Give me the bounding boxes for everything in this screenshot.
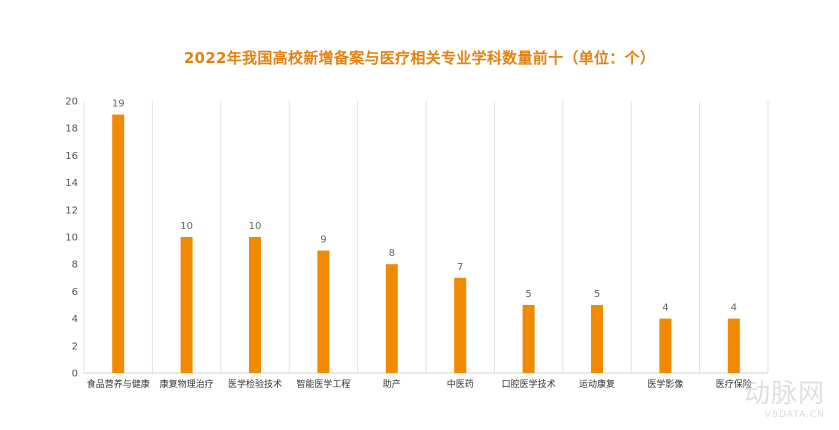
x-tick-label: 口腔医学技术: [502, 378, 556, 390]
bar: [112, 114, 125, 373]
data-label: 7: [457, 262, 463, 273]
bar: [591, 305, 603, 373]
watermark-subtext: VBDATA.CN: [764, 410, 825, 420]
x-tick-label: 医学检验技术: [228, 378, 282, 390]
data-label: 10: [180, 221, 193, 232]
y-tick-label: 4: [72, 314, 78, 325]
data-label: 9: [320, 235, 326, 246]
x-tick-label: 医疗保险: [716, 378, 752, 390]
bar: [522, 305, 535, 373]
x-tick-label: 康复物理治疗: [160, 378, 214, 390]
data-label: 19: [112, 99, 125, 110]
bar: [454, 277, 467, 373]
x-tick-label: 运动康复: [579, 378, 615, 390]
bar: [249, 237, 261, 373]
x-tick-label: 智能医学工程: [296, 378, 350, 390]
bar: [180, 237, 193, 373]
data-label: 4: [731, 303, 737, 314]
x-tick-label: 食品营养与健康: [87, 378, 150, 390]
watermark-logo: 动脉网 VBDATA.CN: [744, 373, 825, 420]
data-label: 8: [389, 248, 395, 259]
watermark-text: 动脉网: [743, 379, 825, 409]
y-tick-label: 2: [72, 341, 78, 352]
data-label: 5: [525, 289, 531, 300]
x-tick-label: 医学影像: [647, 378, 683, 390]
y-tick-label: 6: [72, 287, 78, 298]
data-label: 4: [662, 303, 668, 314]
data-label: 10: [249, 221, 262, 232]
y-tick-label: 10: [65, 233, 78, 244]
y-tick-label: 16: [65, 151, 78, 162]
bar: [659, 318, 672, 373]
y-tick-label: 12: [65, 205, 78, 216]
x-tick-label: 中医药: [447, 378, 474, 390]
y-tick-label: 0: [72, 369, 78, 380]
y-tick-label: 20: [65, 97, 78, 108]
bar: [727, 318, 740, 373]
bar: [317, 250, 330, 373]
chart-title: 2022年我国高校新增备案与医疗相关专业学科数量前十（单位：个）: [183, 49, 656, 67]
x-tick-label: 助产: [383, 378, 401, 390]
bar: [385, 264, 398, 373]
y-tick-label: 14: [65, 178, 78, 189]
data-label: 5: [594, 289, 600, 300]
y-tick-label: 18: [65, 124, 78, 135]
y-tick-label: 8: [72, 260, 78, 271]
